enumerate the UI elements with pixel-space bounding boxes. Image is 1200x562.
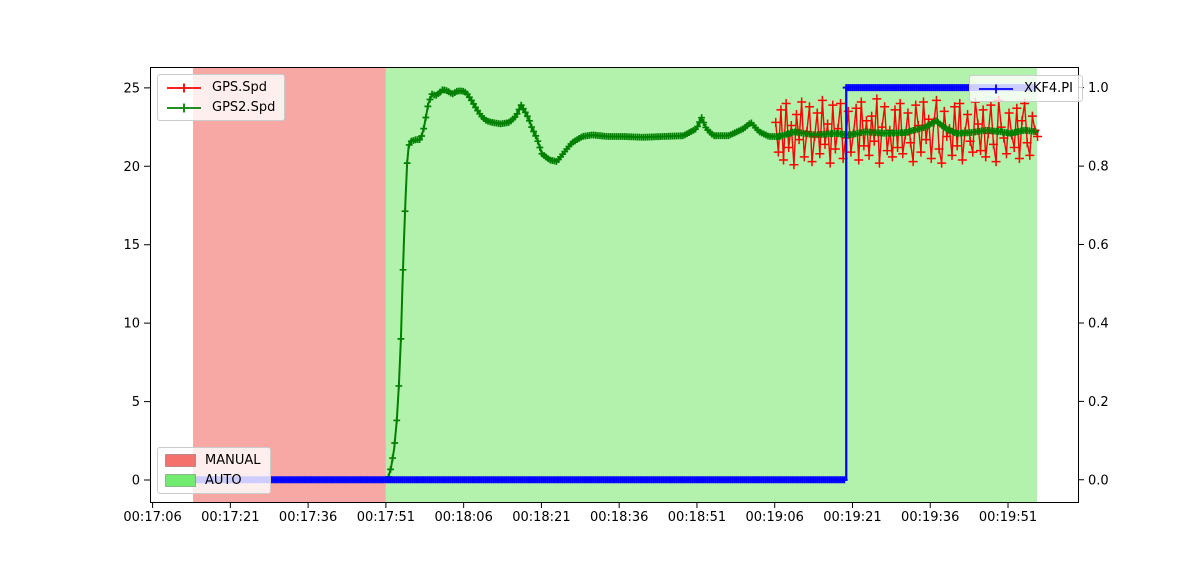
x-tick-label: 00:18:06: [434, 510, 492, 525]
legend-entry-gps2-spd: GPS2.Spd: [165, 99, 275, 116]
legend-entry-auto: AUTO: [165, 472, 261, 489]
legend-entry-xkf4-pi: XKF4.PI: [977, 80, 1073, 97]
region-manual: [193, 67, 386, 502]
x-tick-label: 00:18:21: [512, 510, 570, 525]
legend-label-gps-spd: GPS.Spd: [212, 80, 268, 95]
y-right-tick-label: 0.2: [1088, 395, 1109, 410]
y-right-tick-label: 0.8: [1088, 160, 1109, 175]
x-tick-label: 00:18:36: [590, 510, 648, 525]
series-layer: [189, 84, 1043, 484]
y-left-tick-label: 25: [123, 81, 140, 96]
y-left-tick-label: 20: [123, 160, 140, 175]
x-tick-label: 00:17:21: [201, 510, 259, 525]
gps-spd-series: [771, 94, 1043, 170]
xkf4-pi-series: [189, 84, 1039, 484]
x-tick-label: 00:19:06: [746, 510, 804, 525]
tick-labels-layer: 00:17:06 00:17:21 00:17:36 00:17:51 00:18:06…: [123, 81, 1108, 525]
y-left-tick-label: 10: [123, 317, 140, 332]
auto-swatch: [165, 474, 196, 487]
x-tick-label: 00:19:36: [901, 510, 959, 525]
x-tick-label: 00:19:51: [979, 510, 1037, 525]
x-tick-label: 00:19:21: [823, 510, 881, 525]
y-right-tick-label: 0.4: [1088, 316, 1109, 331]
manual-swatch: [165, 454, 196, 467]
legend-entry-manual: MANUAL: [165, 452, 261, 469]
legend-label-auto: AUTO: [205, 473, 242, 488]
y-right-tick-label: 0.0: [1088, 473, 1109, 488]
legend-entry-gps-spd: GPS.Spd: [165, 79, 275, 96]
legend-gps-speeds: GPS.Spd GPS2.Spd: [157, 74, 286, 121]
blue-line-marker-sample: [979, 84, 1013, 93]
y-right-tick-label: 0.6: [1088, 238, 1109, 253]
x-tick-label: 00:18:51: [668, 510, 726, 525]
axes-layer: [144, 67, 1084, 508]
y-right-tick-label: 1.0: [1088, 81, 1109, 96]
x-tick-label: 00:17:36: [279, 510, 337, 525]
green-line-marker-sample: [167, 103, 201, 112]
legend-label-gps2-spd: GPS2.Spd: [212, 100, 276, 115]
legend-flight-modes: MANUAL AUTO: [157, 447, 271, 494]
axes-frame: [150, 67, 1079, 503]
x-tick-label: 00:17:51: [357, 510, 415, 525]
legend-label-manual: MANUAL: [205, 453, 261, 468]
y-left-tick-label: 5: [132, 395, 140, 410]
legend-label-xkf4-pi: XKF4.PI: [1024, 81, 1073, 96]
y-left-tick-label: 15: [123, 238, 140, 253]
tick-marks: [144, 87, 1084, 508]
y-left-tick-label: 0: [132, 474, 140, 489]
legend-xkf4: XKF4.PI: [969, 75, 1083, 102]
x-tick-label: 00:17:06: [123, 510, 181, 525]
red-line-marker-sample: [167, 83, 201, 92]
